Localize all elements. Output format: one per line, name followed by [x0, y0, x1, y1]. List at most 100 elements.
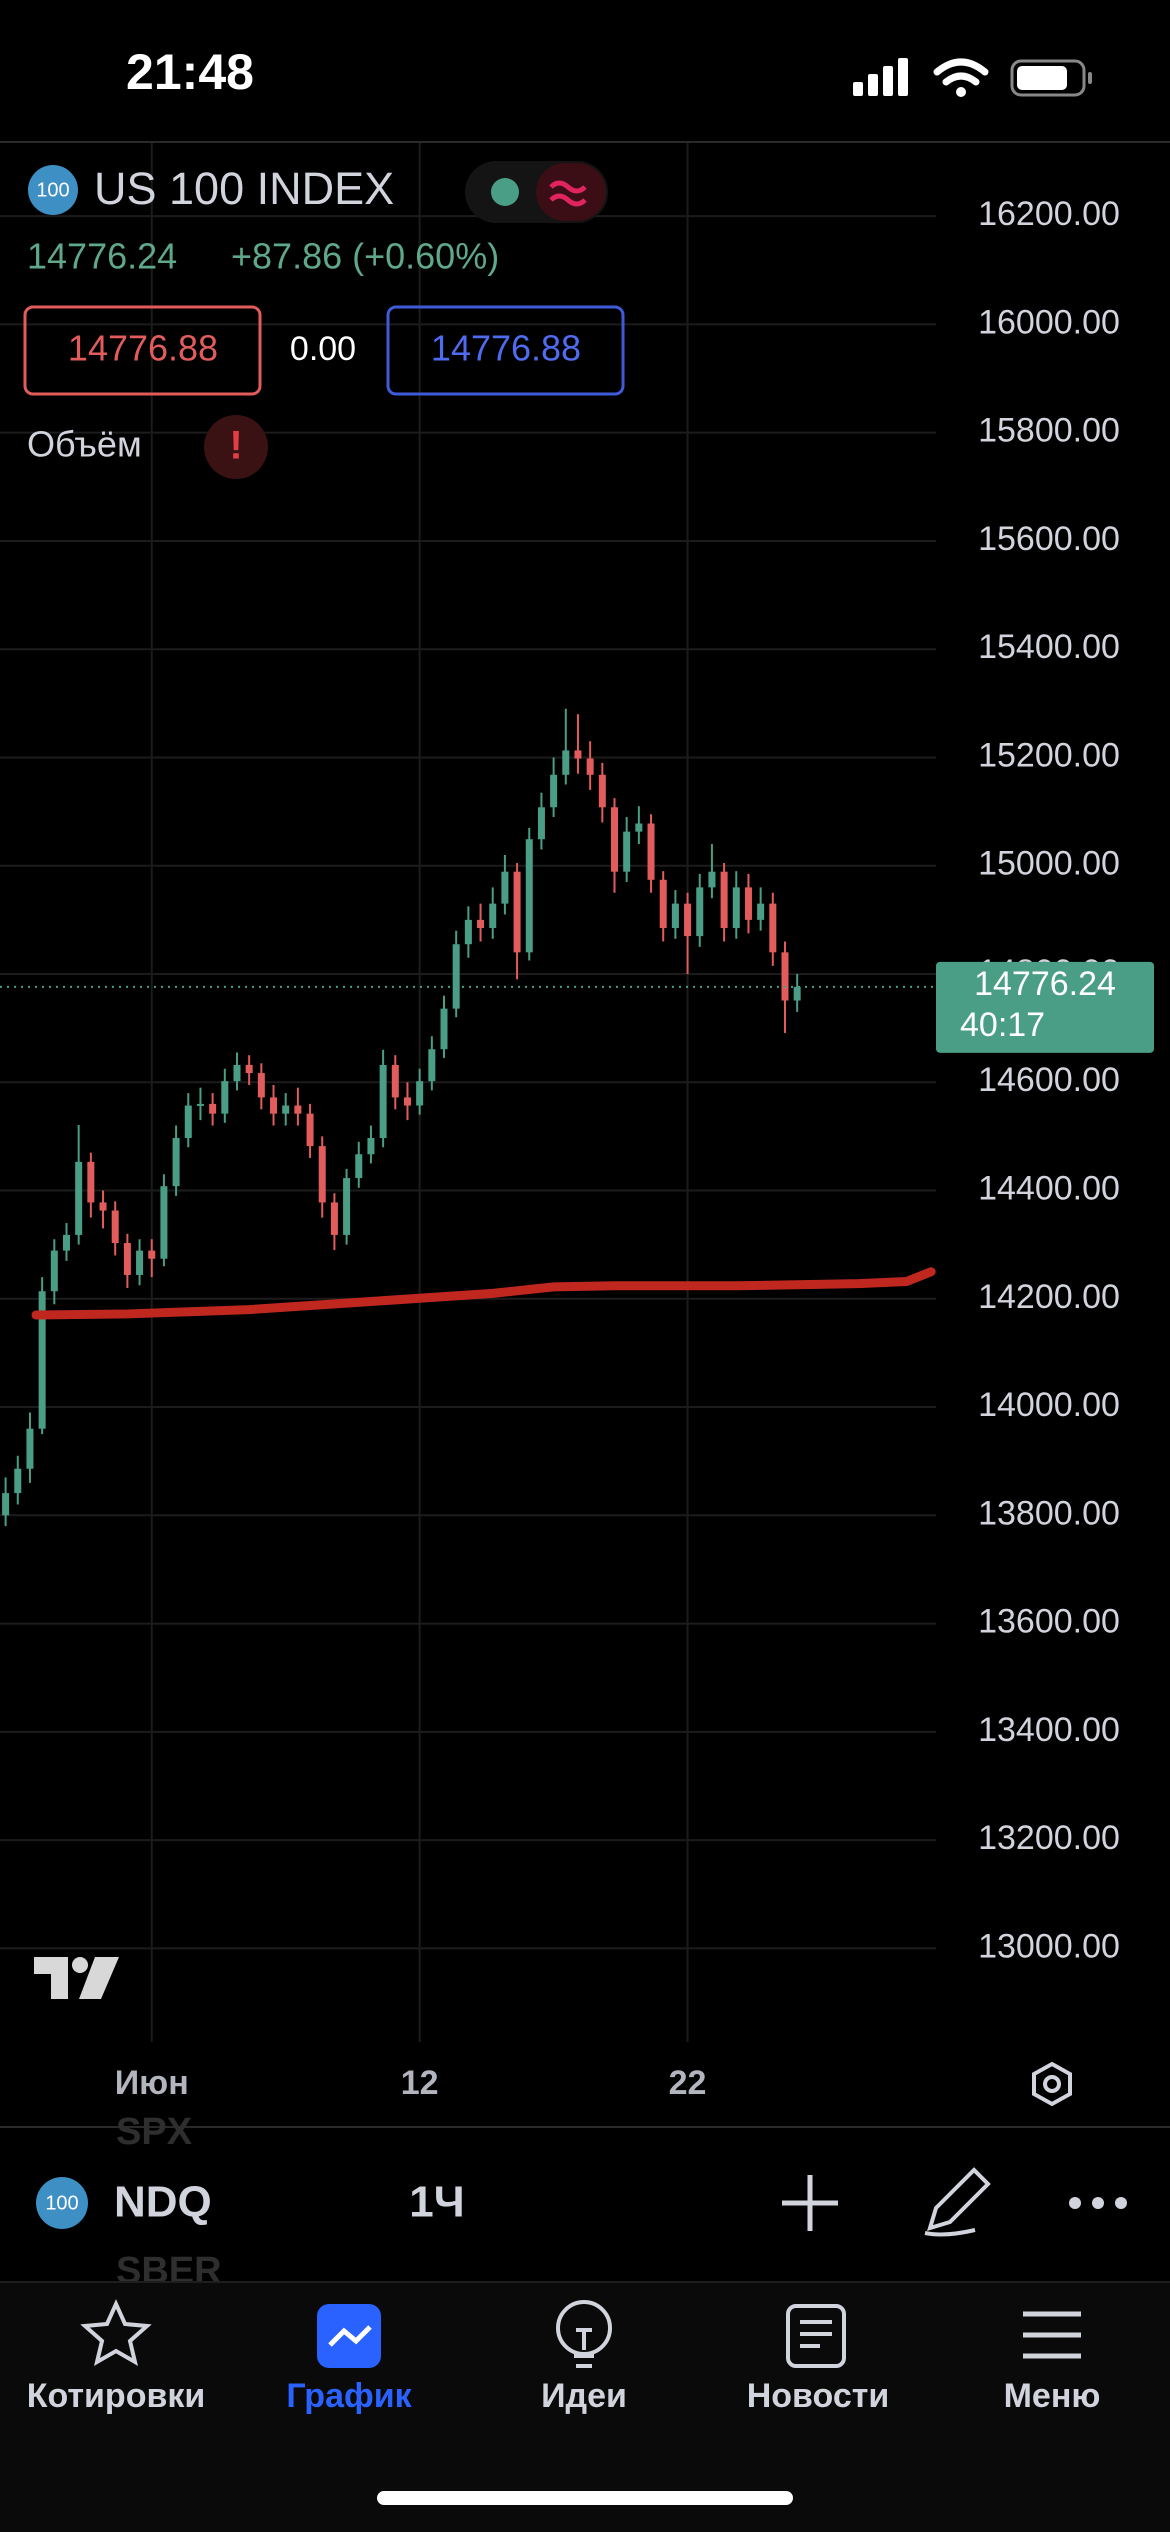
- candle-body: [611, 807, 619, 872]
- tab-bar: [0, 2282, 1170, 2532]
- candle-body: [233, 1064, 241, 1082]
- candle-body: [659, 879, 667, 928]
- news-icon-detail: [800, 2320, 832, 2348]
- interval[interactable]: 1Ч: [409, 2178, 464, 2227]
- candle-body: [343, 1178, 351, 1235]
- candle-body: [732, 887, 740, 928]
- tab-label[interactable]: Идеи: [541, 2377, 627, 2415]
- candle-body: [501, 871, 509, 904]
- candle-body: [440, 1008, 448, 1050]
- candle-body: [696, 887, 704, 937]
- last-price: 14776.24: [27, 236, 177, 277]
- delay-icon: [549, 180, 587, 207]
- candle-body: [671, 903, 679, 928]
- symbol-icon: [28, 165, 78, 215]
- candle-body: [123, 1243, 131, 1275]
- draw-button[interactable]: [924, 2167, 991, 2237]
- home-indicator: [377, 2491, 793, 2505]
- candle-body: [282, 1105, 290, 1114]
- sell-button[interactable]: [23, 305, 262, 396]
- candle-body: [136, 1250, 144, 1275]
- candle-body: [2, 1493, 10, 1516]
- candle-body: [62, 1234, 70, 1251]
- candle-body: [50, 1250, 58, 1292]
- y-tick-label: 15000.00: [978, 845, 1120, 883]
- wifi-icon: [933, 58, 989, 86]
- y-tick-label: 13200.00: [978, 1819, 1120, 1857]
- candle-body: [196, 1103, 204, 1106]
- add-button[interactable]: [782, 2175, 838, 2231]
- battery: [1010, 59, 1086, 97]
- chart-tab-icon-line: [328, 2325, 372, 2347]
- y-tick-label: 13600.00: [978, 1603, 1120, 1641]
- y-tick-label: 15400.00: [978, 628, 1120, 666]
- tab-label[interactable]: График: [286, 2377, 412, 2415]
- candle-body: [525, 839, 533, 953]
- sell-price: 14776.88: [68, 328, 218, 369]
- volume-label[interactable]: Объём: [27, 424, 142, 465]
- last-price-label: 14776.24: [974, 965, 1116, 1003]
- y-tick-label: 13000.00: [978, 1927, 1120, 1965]
- candle-body: [769, 903, 777, 953]
- candle-body: [489, 903, 497, 928]
- tab-label[interactable]: Котировки: [27, 2377, 206, 2415]
- y-tick-label: 14200.00: [978, 1278, 1120, 1316]
- quotes-icon[interactable]: [80, 2299, 152, 2367]
- symbol-name[interactable]: US 100 INDEX: [94, 163, 394, 214]
- candle-body: [87, 1161, 95, 1203]
- settings-icon-center: [1043, 2075, 1061, 2093]
- candle-body: [428, 1049, 436, 1082]
- y-tick-label: 14600.00: [978, 1061, 1120, 1099]
- y-tick-label: 14000.00: [978, 1386, 1120, 1424]
- candle-body: [464, 919, 472, 945]
- candle-body: [598, 774, 606, 808]
- candle-body: [635, 823, 643, 832]
- candle-body: [513, 871, 521, 953]
- ideas-icon-detail: [574, 2328, 594, 2368]
- candle-body: [221, 1081, 229, 1114]
- candle-body: [99, 1202, 107, 1211]
- candle-body: [330, 1202, 338, 1235]
- news-icon[interactable]: [786, 2304, 846, 2368]
- battery-level: [1017, 66, 1067, 90]
- tradingview-logo: [34, 1957, 119, 1999]
- bar-countdown: 40:17: [960, 1006, 1045, 1044]
- y-tick-label: 16200.00: [978, 195, 1120, 233]
- market-open-dot: [491, 178, 519, 206]
- candle-body: [537, 807, 545, 840]
- volume-alert[interactable]: [204, 415, 268, 479]
- wifi-dot: [956, 87, 966, 97]
- candle-body: [355, 1154, 363, 1179]
- buy-price: 14776.88: [431, 328, 581, 369]
- candle-body: [26, 1428, 34, 1469]
- candle-body: [586, 758, 594, 775]
- candle-body: [111, 1210, 119, 1244]
- toolbar-symbol-icon-text: 100: [45, 2192, 78, 2214]
- candle-body: [550, 774, 558, 808]
- candle-body: [38, 1291, 46, 1429]
- battery-tip: [1088, 72, 1092, 84]
- toolbar-symbol[interactable]: NDQ: [114, 2178, 212, 2227]
- candle-body: [148, 1250, 156, 1259]
- candle-body: [14, 1468, 22, 1494]
- candle-body: [209, 1103, 217, 1114]
- tab-label[interactable]: Меню: [1004, 2377, 1101, 2415]
- candle-body: [757, 903, 765, 920]
- candle-body: [793, 986, 801, 1001]
- candle-body: [647, 823, 655, 880]
- menu-icon[interactable]: [1023, 2311, 1081, 2359]
- buy-button[interactable]: [386, 305, 625, 396]
- y-tick-label: 13800.00: [978, 1494, 1120, 1532]
- more-button[interactable]: [1069, 2197, 1127, 2209]
- tab-label[interactable]: Новости: [747, 2377, 890, 2415]
- candle-body: [270, 1097, 278, 1114]
- settings-icon[interactable]: [1032, 2061, 1072, 2107]
- candle-body: [245, 1064, 253, 1074]
- candle-body: [452, 944, 460, 1009]
- candle-body: [623, 831, 631, 872]
- x-tick-label: Июн: [115, 2064, 189, 2102]
- volume-alert-text: !: [229, 424, 242, 468]
- chart[interactable]: 13000.00 13200.00 13400.00 13600.00 13800.00…: [0, 142, 1154, 2102]
- candle-body: [416, 1081, 424, 1106]
